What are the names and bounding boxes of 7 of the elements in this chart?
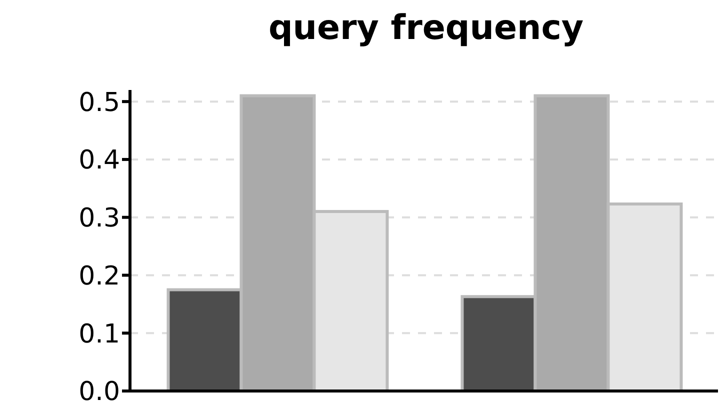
y-tick-label: 0.4 [78, 146, 120, 176]
y-tick-label: 0.5 [78, 88, 120, 118]
chart-title: query frequency [267, 8, 585, 48]
y-tick-label: 0.2 [78, 261, 120, 292]
y-tick-label: 0.1 [78, 319, 120, 350]
y-tick-label: 0.3 [78, 204, 120, 234]
y-tick-label: 0.0 [78, 377, 120, 408]
